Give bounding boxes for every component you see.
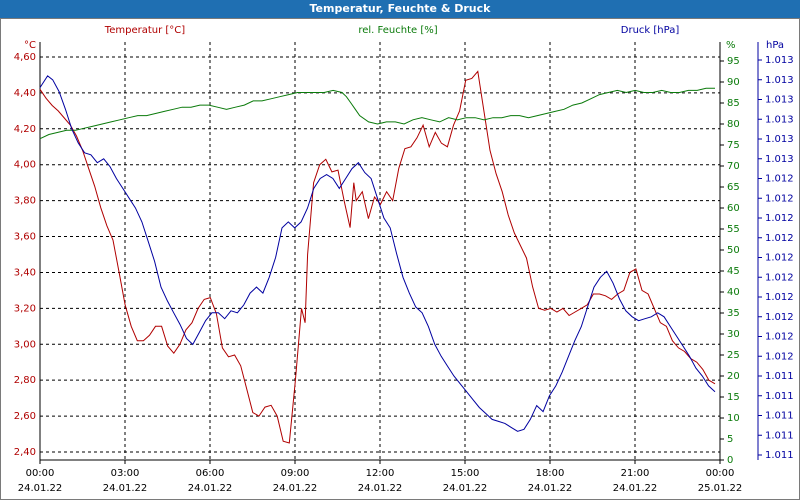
x-tick-label-time: 06:00 <box>196 468 225 479</box>
y-right1-tick-label: 10 <box>727 413 740 424</box>
x-tick-label-time: 00:00 <box>26 468 55 479</box>
y-left-tick-label: 3,20 <box>14 303 36 314</box>
y-left-tick-label: 2,40 <box>14 447 36 458</box>
y-right2-tick-label: 1.013 <box>765 55 794 66</box>
x-tick-label-time: 00:00 <box>706 468 735 479</box>
y-left-tick-label: 3,40 <box>14 267 36 278</box>
y-left-tick-label: 2,80 <box>14 375 36 386</box>
y-right1-tick-label: 45 <box>727 266 740 277</box>
y-right1-tick-label: 40 <box>727 287 740 298</box>
y-right1-tick-label: 90 <box>727 77 740 88</box>
y-right2-tick-label: 1.013 <box>765 134 794 145</box>
y-right1-tick-label: 95 <box>727 56 740 67</box>
x-tick-label-date: 25.01.22 <box>698 483 743 494</box>
y-right2-tick-label: 1.013 <box>765 95 794 106</box>
y-right1-tick-label: 55 <box>727 224 740 235</box>
x-tick-label-time: 12:00 <box>366 468 395 479</box>
y-right2-tick-label: 1.011 <box>765 450 794 461</box>
y-right2-tick-label: 1.011 <box>765 430 794 441</box>
y-left-tick-label: 3,00 <box>14 339 36 350</box>
x-tick-label-date: 24.01.22 <box>613 483 658 494</box>
y-left-tick-label: 4,00 <box>14 160 36 171</box>
y-left-tick-label: 4,60 <box>14 52 36 63</box>
legend-temperature: Temperatur [°C] <box>104 25 185 36</box>
y-left-tick-label: 4,20 <box>14 124 36 135</box>
y-right1-tick-label: 25 <box>727 350 740 361</box>
y-right2-tick-label: 1.012 <box>765 213 794 224</box>
legend-humidity: rel. Feuchte [%] <box>358 25 437 36</box>
y-right2-tick-label: 1.012 <box>765 193 794 204</box>
y-right1-unit: % <box>726 40 736 51</box>
y-right2-tick-label: 1.013 <box>765 154 794 165</box>
chart-title: Temperatur, Feuchte & Druck <box>309 2 491 15</box>
x-tick-label-date: 24.01.22 <box>273 483 318 494</box>
x-tick-label-time: 18:00 <box>536 468 565 479</box>
series-pressure-line <box>39 75 716 432</box>
y-right1-tick-label: 65 <box>727 182 740 193</box>
y-right2-tick-label: 1.012 <box>765 351 794 362</box>
y-left-unit: °C <box>24 40 36 51</box>
y-right2-tick-label: 1.012 <box>765 174 794 185</box>
y-right2-tick-label: 1.012 <box>765 233 794 244</box>
y-right1-tick-label: 75 <box>727 140 740 151</box>
y-right2-tick-label: 1.012 <box>765 332 794 343</box>
y-right2-tick-label: 1.011 <box>765 391 794 402</box>
x-tick-label-date: 24.01.22 <box>443 483 488 494</box>
y-right1-tick-label: 15 <box>727 392 740 403</box>
y-right1-tick-label: 80 <box>727 119 740 130</box>
y-right2-tick-label: 1.013 <box>765 114 794 125</box>
series-temperature-line <box>39 70 716 444</box>
y-right2-unit: hPa <box>766 40 784 51</box>
y-left-tick-label: 2,60 <box>14 411 36 422</box>
legend-pressure: Druck [hPa] <box>621 25 680 36</box>
x-tick-label-date: 24.01.22 <box>358 483 403 494</box>
y-right1-tick-label: 50 <box>727 245 740 256</box>
x-tick-label-time: 21:00 <box>621 468 650 479</box>
y-right2-tick-label: 1.012 <box>765 253 794 264</box>
y-left-tick-label: 4,40 <box>14 88 36 99</box>
y-right2-tick-label: 1.013 <box>765 75 794 86</box>
x-tick-label-date: 24.01.22 <box>188 483 233 494</box>
series-humidity-line <box>39 87 715 140</box>
y-left-tick-label: 3,80 <box>14 196 36 207</box>
x-tick-label-date: 24.01.22 <box>18 483 63 494</box>
x-tick-label-time: 03:00 <box>111 468 140 479</box>
y-right1-tick-label: 0 <box>727 455 733 466</box>
y-right2-tick-label: 1.011 <box>765 371 794 382</box>
y-right1-tick-label: 70 <box>727 161 740 172</box>
y-right1-tick-label: 35 <box>727 308 740 319</box>
y-right2-tick-label: 1.011 <box>765 411 794 422</box>
x-tick-label-time: 09:00 <box>281 468 310 479</box>
y-right1-tick-label: 85 <box>727 98 740 109</box>
y-right1-tick-label: 20 <box>727 371 740 382</box>
y-right1-tick-label: 60 <box>727 203 740 214</box>
y-right2-tick-label: 1.012 <box>765 312 794 323</box>
x-tick-label-date: 24.01.22 <box>528 483 573 494</box>
x-tick-label-date: 24.01.22 <box>103 483 148 494</box>
y-right2-tick-label: 1.012 <box>765 292 794 303</box>
y-right2-tick-label: 1.012 <box>765 272 794 283</box>
y-left-tick-label: 3,60 <box>14 232 36 243</box>
x-tick-label-time: 15:00 <box>451 468 480 479</box>
y-right1-tick-label: 5 <box>727 434 733 445</box>
y-right1-tick-label: 30 <box>727 329 740 340</box>
